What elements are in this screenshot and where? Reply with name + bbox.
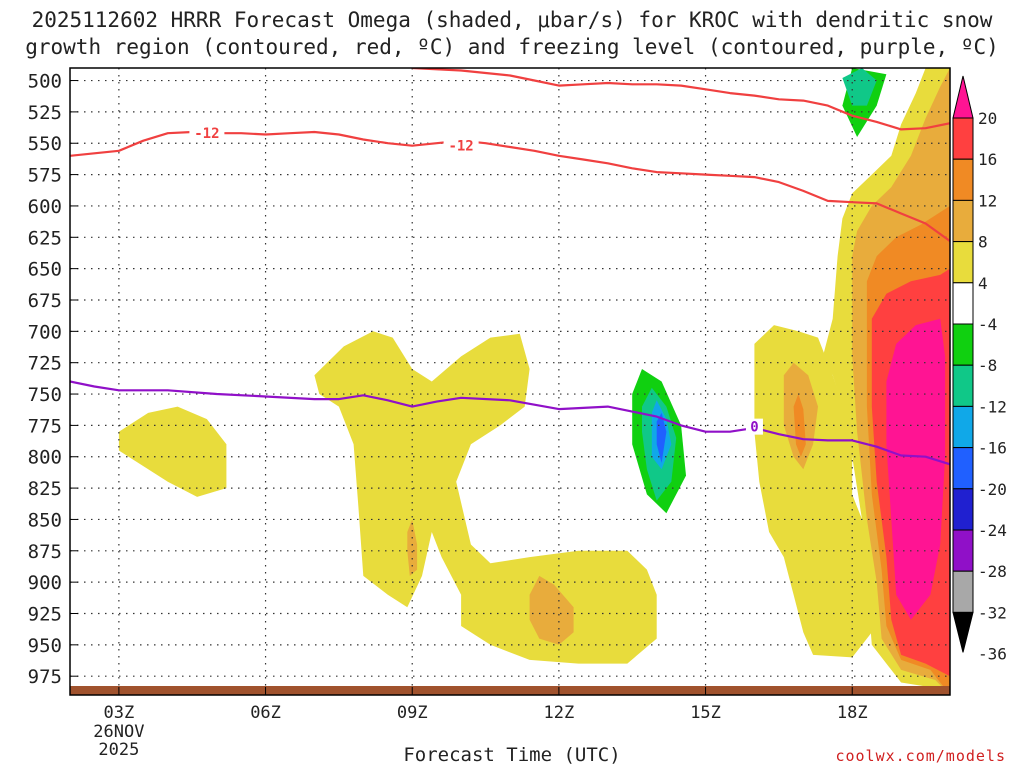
omega-region-21 (754, 325, 872, 658)
colorbar-label: -20 (978, 480, 1007, 499)
colorbar-label: 20 (978, 109, 997, 128)
x-tick-label: 03Z (104, 703, 135, 723)
x-axis-label: Forecast Time (UTC) (403, 744, 621, 766)
terrain-ground (70, 686, 950, 695)
y-tick-label: 800 (28, 447, 62, 469)
colorbar-swatch (952, 241, 974, 284)
x-tick-sublabel: 2025 (98, 740, 139, 760)
y-axis: 500 525 550 575 600 625 650 675 700 725 750 775 800 8… (28, 71, 78, 688)
y-tick-label: 900 (28, 572, 62, 594)
y-tick-label: 550 (28, 133, 62, 155)
x-tick-label: 09Z (397, 703, 428, 723)
dgz-contour-1 (412, 68, 950, 131)
colorbar-swatch (952, 282, 974, 325)
colorbar-label: 12 (978, 191, 997, 210)
y-tick-label: 650 (28, 259, 62, 281)
y-tick-label: 525 (28, 102, 62, 124)
y-tick-label: 825 (28, 478, 62, 500)
y-tick-label: 875 (28, 541, 62, 563)
plot-frame (69, 67, 951, 696)
x-tick-label: 06Z (250, 703, 281, 723)
colorbar-label: -4 (978, 315, 997, 334)
x-tick-sublabel: 26NOV (93, 722, 144, 742)
colorbar-label: -36 (978, 645, 1007, 664)
omega-region-2 (549, 174, 584, 225)
freezing-level-contour-label: 0 (750, 420, 758, 436)
colorbar-label: -16 (978, 439, 1007, 458)
contour-lines: -12 -12 0 (70, 68, 950, 466)
colorbar-swatch (952, 529, 974, 572)
y-tick-label: 625 (28, 227, 62, 249)
omega-region-17 (118, 406, 227, 497)
y-tick-label: 600 (28, 196, 62, 218)
y-tick-label: 575 (28, 165, 62, 187)
x-tick-label: 12Z (544, 703, 575, 723)
y-tick-label: 925 (28, 603, 62, 625)
chart-title-line-2: growth region (contoured, red, ºC) and f… (25, 35, 999, 59)
colorbar-label: 16 (978, 150, 997, 169)
y-tick-label: 950 (28, 635, 62, 657)
omega-region-20 (529, 575, 574, 645)
omega-region-12 (544, 412, 579, 495)
colorbar-swatch (952, 364, 974, 407)
y-tick-label: 500 (28, 71, 62, 93)
colorbar-swatch (952, 158, 974, 201)
omega-region-3 (686, 68, 745, 137)
colorbar-label: -24 (978, 521, 1007, 540)
colorbar-swatch (952, 488, 974, 531)
colorbar-bottom-arrow (952, 611, 974, 653)
y-tick-label: 975 (28, 666, 62, 688)
y-tick-label: 850 (28, 509, 62, 531)
colorbar-label: -12 (978, 397, 1007, 416)
y-tick-label: 775 (28, 415, 62, 437)
colorbar-swatch (952, 447, 974, 490)
colorbar-label: 4 (978, 274, 988, 293)
dgz-contour-1-label-bg (443, 137, 479, 154)
colorbar-label: -32 (978, 603, 1007, 622)
colorbar-swatch (952, 117, 974, 160)
colorbar-swatch (952, 570, 974, 613)
y-tick-label: 750 (28, 384, 62, 406)
colorbar: 20 16 12 8 4 -4 -8 -12 -16 -20 -24 -28 -32 -36 (952, 75, 1007, 664)
colorbar-label: 8 (978, 233, 988, 252)
freezing-level-contour (70, 380, 950, 466)
freezing-level-contour-label-bg (745, 418, 763, 435)
site-credit: coolwx.com/models (835, 747, 1006, 765)
colorbar-label: -8 (978, 356, 997, 375)
dgz-contour-1-label: -12 (448, 139, 473, 155)
omega-region-15 (774, 600, 784, 645)
colorbar-top-arrow (952, 75, 974, 119)
x-tick-label: 15Z (690, 703, 721, 723)
omega-region-23 (793, 394, 806, 457)
x-tick-label: 18Z (837, 703, 868, 723)
omega-region-28 (886, 318, 946, 620)
colorbar-swatch (952, 323, 974, 366)
omega-region-6 (842, 68, 877, 106)
dgz-contour-0-label: -12 (194, 126, 219, 142)
colorbar-swatch (952, 199, 974, 243)
y-tick-label: 700 (28, 321, 62, 343)
y-tick-label: 725 (28, 353, 62, 375)
y-tick-label: 675 (28, 290, 62, 312)
omega-region-19 (407, 519, 418, 576)
colorbar-label: -28 (978, 562, 1007, 581)
omega-region-18 (314, 331, 657, 664)
chart-title-line-1: 2025112602 HRRR Forecast Omega (shaded, … (31, 8, 993, 32)
dgz-contour-0-label-bg (189, 125, 225, 142)
colorbar-swatch (952, 405, 974, 449)
